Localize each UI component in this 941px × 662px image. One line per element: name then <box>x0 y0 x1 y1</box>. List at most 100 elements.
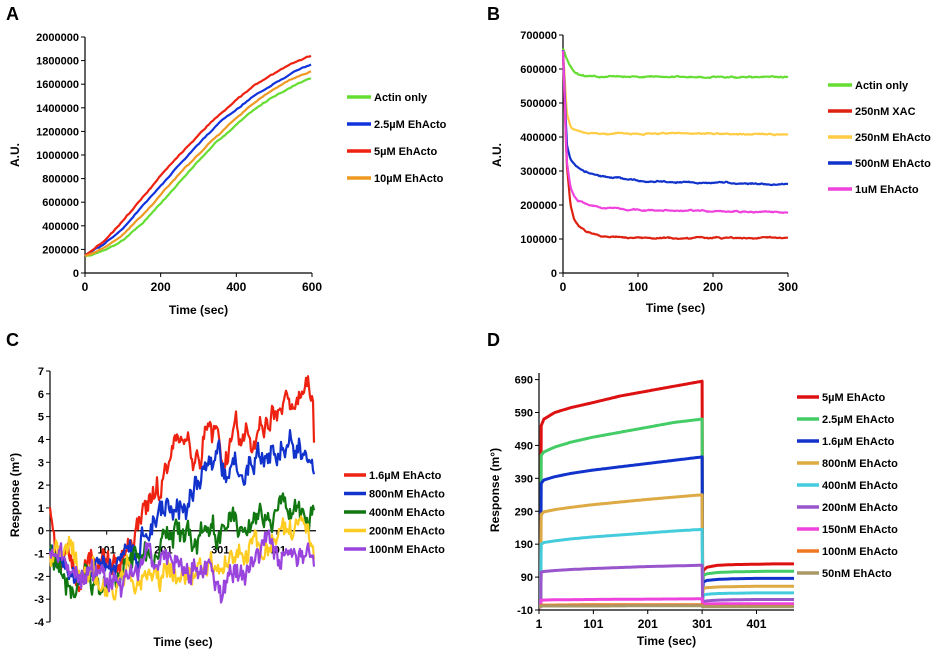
legend-label: 1uM EhActo <box>855 184 919 196</box>
series-line-400nm-ehacto <box>48 492 316 600</box>
legend-label: 200nM EhActo <box>369 526 445 538</box>
y-tick-label: 0 <box>551 268 557 280</box>
y-axis-title: Response (m°) <box>8 453 22 537</box>
legend-label: 50nM EhActo <box>822 568 892 580</box>
y-tick-label: 2000000 <box>36 32 79 44</box>
legend-label: 800nM EhActo <box>822 458 898 470</box>
x-axis-title: Time (sec) <box>153 635 212 649</box>
series-line-2-5-m-ehacto <box>539 417 794 609</box>
series-line-5-m-ehacto <box>84 54 312 257</box>
x-tick-label: 300 <box>778 280 798 294</box>
series-line-5-m-ehacto <box>539 379 794 609</box>
y-tick-label: -2 <box>34 571 44 583</box>
legend-label: 10µM EhActo <box>374 173 444 185</box>
y-tick-label: 400000 <box>42 221 79 233</box>
legend-label: 400nM EhActo <box>369 507 445 519</box>
y-tick-label: 90 <box>521 572 533 584</box>
series-line-250nm-xac <box>561 51 789 240</box>
series-line-actin-only <box>84 77 312 258</box>
x-tick-label: 200 <box>703 280 723 294</box>
series-line-1-6-m-ehacto <box>539 455 794 609</box>
chart-d: -10 90 190 290 390 490 590 690 1 101 201 301 401 Time… <box>488 373 898 648</box>
y-tick-label: 1000000 <box>36 150 79 162</box>
y-tick-label: 2 <box>38 480 44 492</box>
y-tick-label: -1 <box>34 549 44 561</box>
y-tick-label: 300000 <box>520 166 557 178</box>
legend-label: 500nM EhActo <box>855 158 931 170</box>
series-line-100nm-ehacto <box>48 529 316 604</box>
chart-b: 0 100000 200000 300000 400000 500000 600000 700… <box>490 30 931 315</box>
x-tick-label: 400 <box>226 280 246 294</box>
y-tick-label: 3 <box>38 457 44 469</box>
y-tick-label: 500000 <box>520 98 557 110</box>
y-axis-title: A.U. <box>8 143 22 167</box>
x-tick-label: 401 <box>746 617 766 631</box>
y-tick-label: 590 <box>515 408 533 420</box>
chart-a: 0 200000 400000 600000 800000 1000000 1200000 1… <box>8 32 446 317</box>
series-line-400nm-ehacto <box>539 527 794 609</box>
y-tick-label: 400000 <box>520 132 557 144</box>
x-tick-label: 101 <box>583 617 603 631</box>
series-line-2-5-m-ehacto <box>84 63 312 257</box>
x-axis-title: Time (sec) <box>637 634 696 648</box>
legend-label: Actin only <box>374 92 428 104</box>
series-line-10-m-ehacto <box>84 70 312 257</box>
legend-label: 100nM EhActo <box>369 544 445 556</box>
legend-label: 250nM EhActo <box>855 132 931 144</box>
series-line-1um-ehacto <box>561 50 789 214</box>
series-line-50nm-ehacto <box>539 604 794 609</box>
panel-label-b: B <box>487 4 500 24</box>
x-tick-label: 0 <box>82 280 89 294</box>
x-tick-label: 100 <box>628 280 648 294</box>
y-tick-label: 800000 <box>42 174 79 186</box>
y-tick-label: 200000 <box>520 200 557 212</box>
legend-label: 5µM EhActo <box>374 146 437 158</box>
y-tick-label: 1600000 <box>36 79 79 91</box>
legend-label: 5µM EhActo <box>822 392 885 404</box>
series-line-200nm-ehacto <box>539 563 794 609</box>
y-tick-label: 1400000 <box>36 103 79 115</box>
y-tick-label: 600000 <box>520 64 557 76</box>
x-tick-label: 201 <box>638 617 658 631</box>
x-tick-label: 600 <box>302 280 322 294</box>
x-tick-label: 1 <box>536 617 543 631</box>
series-line-250nm-ehacto <box>561 50 789 137</box>
legend-label: 2.5µM EhActo <box>374 119 447 131</box>
x-axis-title: Time (sec) <box>169 303 228 317</box>
legend-label: 2.5µM EhActo <box>822 414 895 426</box>
legend-label: 1.6µM EhActo <box>369 470 442 482</box>
legend-label: 800nM EhActo <box>369 489 445 501</box>
y-tick-label: -10 <box>517 605 533 617</box>
legend-label: 250nM XAC <box>855 106 916 118</box>
y-tick-label: 700000 <box>520 30 557 42</box>
x-tick-label: 200 <box>151 280 171 294</box>
y-tick-label: 490 <box>515 440 533 452</box>
y-tick-label: 690 <box>515 375 533 387</box>
panel-label-c: C <box>6 330 19 350</box>
y-tick-label: 0 <box>38 526 44 538</box>
x-axis-title: Time (sec) <box>646 301 705 315</box>
legend-label: 1.6µM EhActo <box>822 436 895 448</box>
y-tick-label: 600000 <box>42 197 79 209</box>
x-tick-label: 0 <box>560 280 567 294</box>
y-axis-title: A.U. <box>490 143 504 167</box>
series-line-500nm-ehacto <box>561 49 789 187</box>
legend-label: 150nM EhActo <box>822 524 898 536</box>
legend-label: 400nM EhActo <box>822 480 898 492</box>
y-axis-title: Response (m°) <box>488 448 502 532</box>
y-tick-label: 7 <box>38 366 44 378</box>
y-tick-label: 5 <box>38 412 44 424</box>
y-tick-label: 200000 <box>42 244 79 256</box>
y-tick-label: 6 <box>38 389 44 401</box>
legend-label: Actin only <box>855 80 909 92</box>
y-tick-label: 100000 <box>520 234 557 246</box>
x-tick-label: 301 <box>211 545 229 557</box>
panel-label-a: A <box>6 4 19 24</box>
y-tick-label: 4 <box>38 434 45 446</box>
y-tick-label: -3 <box>34 594 44 606</box>
legend-label: 200nM EhActo <box>822 502 898 514</box>
y-tick-label: 1200000 <box>36 126 79 138</box>
series-line-800nm-ehacto <box>539 493 794 609</box>
